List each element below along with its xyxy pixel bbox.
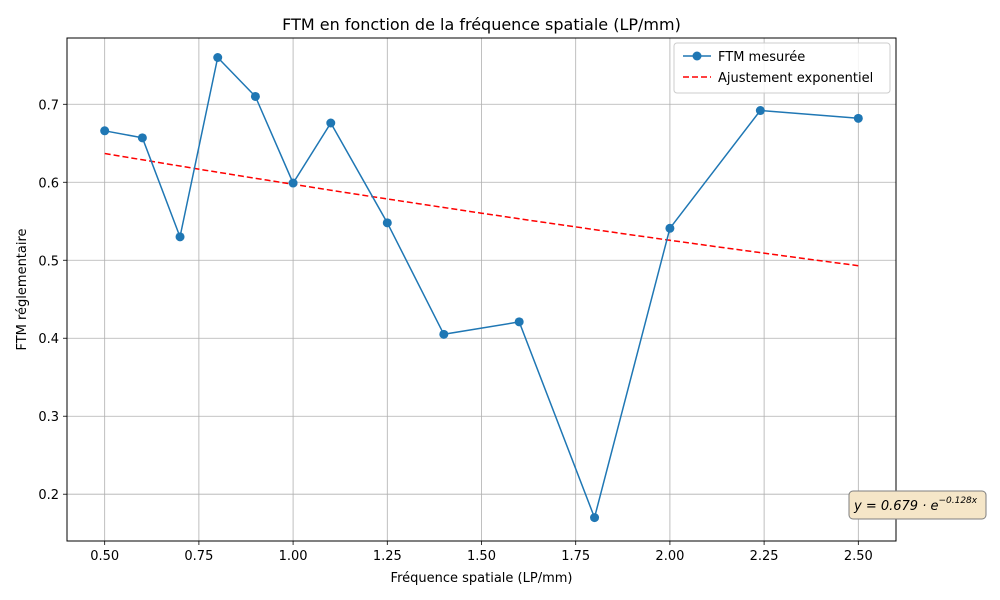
chart-title: FTM en fonction de la fréquence spatiale… [282,15,681,34]
legend-marker-measured [692,51,702,61]
measured-point [288,178,298,188]
y-tick-label: 0.7 [38,98,59,113]
fit-equation-annotation: y = 0.679 · e−0.128x [848,490,987,520]
measured-point [382,218,392,228]
measured-point [514,317,524,327]
annotation-box [848,490,987,520]
y-tick-label: 0.6 [38,176,59,191]
x-tick-label: 2.50 [844,549,873,564]
x-axis-label: Fréquence spatiale (LP/mm) [391,571,573,586]
measured-point [755,106,765,116]
measured-point [175,232,185,242]
measured-line [104,55,859,521]
x-tick-label: 0.75 [184,549,213,564]
x-tick-label: 2.00 [655,549,684,564]
fit-line [104,152,859,267]
legend-box [673,42,891,94]
annotation-text: y = 0.679 · e−0.128x [853,496,978,514]
legend: FTM mesurée Ajustement exponentiel [673,42,891,94]
y-axis-ticks: 0.2 0.3 0.4 0.5 0.6 0.7 [38,98,67,503]
measured-point [665,223,675,233]
measured-point [326,118,336,128]
y-tick-label: 0.5 [38,254,59,269]
y-tick-label: 0.4 [38,332,59,347]
y-tick-label: 0.3 [38,410,59,425]
measured-point [853,113,863,123]
y-tick-label: 0.2 [38,488,59,503]
x-tick-label: 0.50 [90,549,119,564]
legend-label-measured: FTM mesurée [718,50,805,65]
x-tick-label: 1.00 [279,549,308,564]
x-tick-label: 1.75 [561,549,590,564]
x-tick-label: 1.25 [373,549,402,564]
legend-label-fit: Ajustement exponentiel [718,71,873,86]
x-tick-label: 2.25 [750,549,779,564]
measured-point [250,91,260,101]
measured-point [100,126,110,136]
annotation-exponent: −0.128x [938,496,977,506]
measured-point [590,513,600,523]
annotation-equation: y = 0.679 · e [853,499,938,514]
measured-series [100,52,863,523]
y-axis-label: FTM réglementaire [15,228,30,350]
fit-series [104,152,859,267]
measured-point [439,329,449,339]
x-axis-ticks: 0.50 0.75 1.00 1.25 1.50 1.75 2.00 2.25 2.50 [90,541,873,564]
plot-frame [66,37,897,542]
measured-point [213,52,223,62]
measured-point [137,133,147,143]
x-tick-label: 1.50 [467,549,496,564]
